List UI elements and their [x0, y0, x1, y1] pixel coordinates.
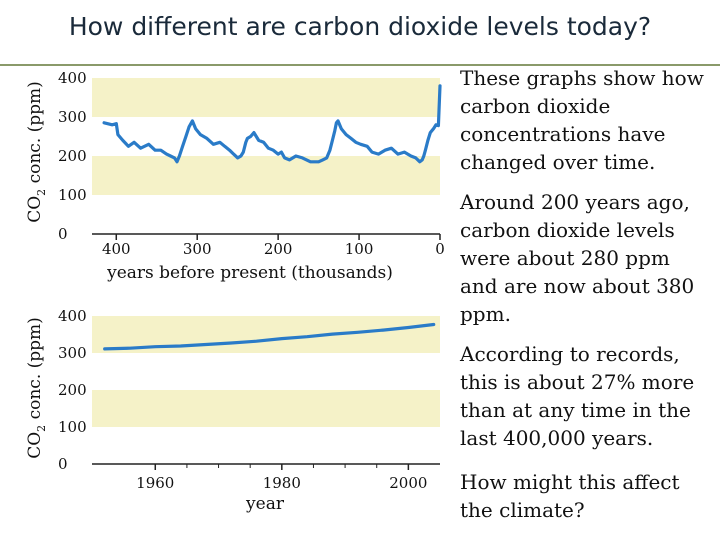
- chart2-grid-band: [92, 390, 440, 427]
- side-text-question: How might this affect the climate?: [460, 470, 680, 522]
- side-text-levels: Around 200 years ago, carbon dioxide lev…: [460, 190, 695, 326]
- chart1-ytick-label: 0: [58, 225, 68, 243]
- chart1-grid-band: [92, 78, 440, 117]
- chart1-series-line: [102, 84, 442, 164]
- chart1-xtick-label: 200: [264, 240, 293, 258]
- chart1-xtick-label: 300: [183, 240, 212, 258]
- chart2-xtick-label: 1980: [263, 474, 301, 492]
- chart-modern-co2: 0 100 200 300 400 1960 1980 2000 year CO2 conc. (…: [25, 307, 440, 514]
- chart2-ytick-label: 100: [58, 418, 87, 436]
- chart2-ytick-label: 200: [58, 381, 87, 399]
- chart1-xtick-label: 0: [435, 240, 445, 258]
- page-title: How different are carbon dioxide levels …: [68, 12, 652, 41]
- chart1-ylabel: CO2 conc. (ppm): [25, 81, 48, 223]
- chart1-grid-band: [92, 156, 440, 195]
- chart1-ytick-label: 400: [58, 69, 87, 87]
- chart1-xtick-label: 100: [345, 240, 374, 258]
- chart1-xtick-label: 400: [102, 240, 131, 258]
- chart2-ytick-label: 400: [58, 307, 87, 325]
- chart2-ytick-label: 300: [58, 344, 87, 362]
- chart2-ytick-label: 0: [58, 455, 68, 473]
- chart2-xtick-label: 1960: [136, 474, 174, 492]
- chart1-xlabel: years before present (thousands): [106, 263, 393, 283]
- chart2-ylabel: CO2 conc. (ppm): [25, 317, 48, 459]
- side-text-records: According to records, this is about 27% …: [460, 342, 695, 450]
- title-divider: [0, 64, 720, 66]
- side-text-intro: These graphs show how carbon dioxide con…: [460, 66, 704, 174]
- chart2-xlabel: year: [245, 494, 285, 514]
- chart-historic-co2: 0 100 200 300 400 400 300 200 100 0 years before p…: [25, 69, 445, 283]
- chart1-ytick-label: 300: [58, 108, 87, 126]
- chart1-ytick-label: 100: [58, 186, 87, 204]
- chart1-ytick-label: 200: [58, 147, 87, 165]
- chart2-series-line: [103, 322, 436, 351]
- chart2-xtick-label: 2000: [389, 474, 427, 492]
